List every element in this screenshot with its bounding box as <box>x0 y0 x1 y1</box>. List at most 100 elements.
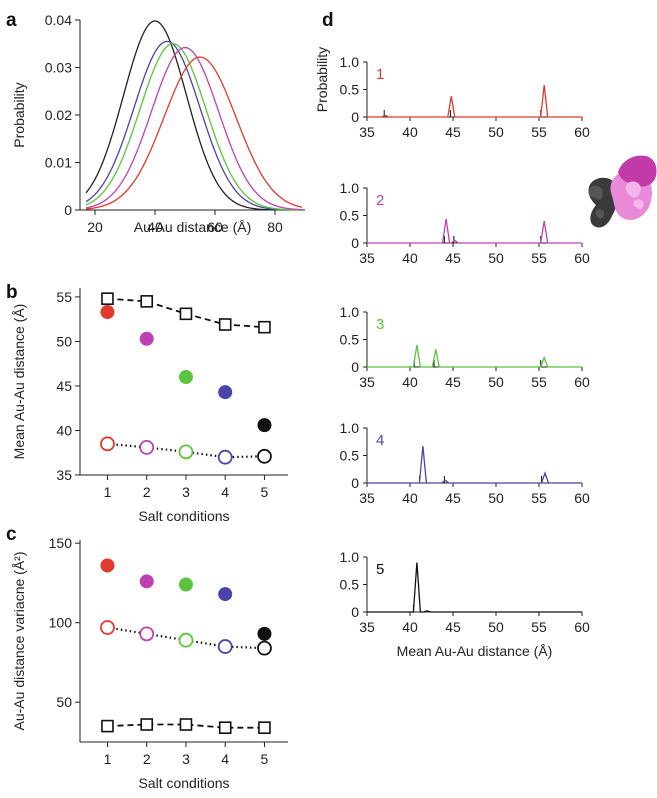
panel-c-open-square-2 <box>140 718 154 731</box>
protein-structure-image <box>588 155 657 228</box>
panel-a-y-tick-label: 0.04 <box>45 12 72 28</box>
panel-d-x-axis-label: Mean Au-Au distance (Å) <box>397 643 553 659</box>
panel-b-open-square-3 <box>179 307 193 321</box>
panel-d-y-tick-label: 1.0 <box>340 420 360 436</box>
panel-b-open-circle-2 <box>139 439 155 455</box>
panel-c-x-tick-label: 3 <box>182 751 190 767</box>
panel-d-trace-line-5 <box>367 562 582 613</box>
panel-b-open-circle-3 <box>178 444 194 460</box>
panel-b-filled-point-5 <box>257 418 272 433</box>
panel-b-open-square-4 <box>218 318 232 331</box>
panel-c-filled-point-3 <box>178 577 193 592</box>
panel-d-x-tick-label: 50 <box>488 124 504 140</box>
panel-d-x-tick-label: 45 <box>445 124 461 140</box>
panel-a-x-tick-label: 60 <box>207 219 223 235</box>
panel-b-filled-point-3 <box>178 370 193 385</box>
panel-d-subplot-4: 0 0.5 1.0 35 40 45 50 55 60 4 <box>340 420 590 506</box>
panel-c-open-circle-1 <box>100 620 115 635</box>
panel-b-y-tick-label: 35 <box>56 467 72 483</box>
panel-letter-c: c <box>6 524 17 545</box>
panel-a-series-line-5 <box>85 56 303 210</box>
panel-b-x-tick-label: 1 <box>104 484 112 500</box>
panel-d-y-axis-label: Probability <box>314 47 330 112</box>
panel-d-y-tick-label: 0 <box>351 235 359 251</box>
panel-d-trace-label: 2 <box>376 192 384 209</box>
panel-a-y-tick-label: 0.03 <box>45 60 72 76</box>
panel-c-y-axis-label: Au-Au distance variacne (Å²) <box>11 552 27 731</box>
panel-b-open-square-5 <box>258 320 271 334</box>
panel-c-x-tick-label: 5 <box>261 751 269 767</box>
panel-c-filled-point-1 <box>100 558 115 573</box>
panel-c-filled-point-2 <box>139 574 154 589</box>
panel-d-x-tick-label: 55 <box>531 490 547 506</box>
panel-a-chart: 0 0.01 0.02 0.03 0.04 20 40 60 80 Au-Au distance … <box>11 12 305 235</box>
panel-d-x-tick-label: 40 <box>402 250 418 266</box>
panel-b-x-tick-label: 4 <box>221 484 229 500</box>
panel-d-trace-label: 3 <box>376 316 384 333</box>
panel-b-x-tick-label: 3 <box>182 484 190 500</box>
panel-d-x-tick-label: 35 <box>359 374 375 390</box>
panel-d-x-tick-label: 35 <box>359 619 375 635</box>
panel-b-open-circle-4 <box>217 449 233 465</box>
panel-d-y-tick-label: 0 <box>351 359 359 375</box>
panel-d-y-tick-label: 1.0 <box>340 549 360 565</box>
panel-b-filled-point-1 <box>100 305 115 320</box>
panel-d-y-tick-label: 0 <box>351 475 359 491</box>
panel-d-x-tick-label: 45 <box>445 374 461 390</box>
panel-c-open-circle-5 <box>257 640 272 656</box>
panel-d-trace-line-3 <box>367 344 582 368</box>
panel-c-open-square-1 <box>101 719 114 733</box>
panel-d-y-tick-label: 0 <box>351 109 359 125</box>
panel-letter-d: d <box>322 10 334 31</box>
panel-d-x-tick-label: 45 <box>445 490 461 506</box>
panel-b-open-square-2 <box>140 295 154 308</box>
panel-d-subplot-1: 0 0.5 1.0 35 40 45 50 55 60 1 <box>340 54 590 140</box>
panel-d-x-tick-label: 45 <box>445 619 461 635</box>
panel-d-trace-label: 5 <box>376 561 384 578</box>
panel-d-x-tick-label: 55 <box>531 250 547 266</box>
panel-c-open-circle-3 <box>178 632 194 648</box>
panel-b-y-tick-label: 45 <box>56 378 72 394</box>
panel-c-x-tick-label: 4 <box>221 751 229 767</box>
panel-d-subplot-3: 0 0.5 1.0 35 40 45 50 55 60 3 <box>340 304 590 390</box>
panel-d-trace-label: 1 <box>376 66 384 83</box>
panel-b-filled-point-2 <box>139 331 154 346</box>
panel-d-x-tick-label: 50 <box>488 619 504 635</box>
panel-d-x-tick-label: 60 <box>574 250 590 266</box>
panel-a-y-tick-label: 0.02 <box>45 107 72 123</box>
panel-c-x-tick-label: 1 <box>104 751 112 767</box>
panel-b-y-tick-label: 55 <box>56 289 72 305</box>
panel-d-x-tick-label: 60 <box>574 619 590 635</box>
panel-a-x-tick-label: 80 <box>267 219 283 235</box>
panel-d-x-tick-label: 40 <box>402 124 418 140</box>
panel-d-x-tick-label: 55 <box>531 124 547 140</box>
panel-a-series-line-4 <box>85 46 302 211</box>
panel-d-x-tick-label: 35 <box>359 250 375 266</box>
panel-d-subplot-5: 0 0.5 1.0 35 40 45 50 55 60 5 <box>340 549 590 635</box>
panel-c-chart: 50 100 150 1 2 3 4 5 Salt conditions Au-Au distan… <box>11 535 288 791</box>
panel-c-open-square-5 <box>258 721 271 734</box>
panel-c-x-tick-label: 2 <box>143 751 151 767</box>
panel-d-x-tick-label: 55 <box>531 619 547 635</box>
panel-b-open-square-1 <box>101 292 114 305</box>
panel-c-y-tick-label: 150 <box>49 535 73 551</box>
panel-d-y-tick-label: 1.0 <box>340 54 360 70</box>
panel-d-subplot-2: 0 0.5 1.0 35 40 45 50 55 60 2 <box>340 180 590 266</box>
panel-d-y-tick-label: 0.5 <box>340 448 360 464</box>
panel-b-x-tick-label: 5 <box>261 484 269 500</box>
panel-d-trace-line-4 <box>367 446 582 484</box>
panel-letter-b: b <box>6 282 18 303</box>
panel-d-y-tick-label: 0.5 <box>340 577 360 593</box>
panel-d-y-tick-label: 0.5 <box>340 82 360 98</box>
panel-c-open-circle-4 <box>217 639 233 654</box>
panel-c-filled-point-4 <box>218 587 233 602</box>
panel-c-filled-point-5 <box>257 626 272 641</box>
panel-a-series-line-1 <box>85 20 302 211</box>
panel-a-series-line-2 <box>85 40 302 211</box>
panel-d-x-tick-label: 55 <box>531 374 547 390</box>
panel-a-x-tick-label: 40 <box>147 219 163 235</box>
panel-d-x-tick-label: 50 <box>488 490 504 506</box>
panel-a-y-tick-label: 0 <box>64 202 72 218</box>
panel-b-x-tick-label: 2 <box>143 484 151 500</box>
